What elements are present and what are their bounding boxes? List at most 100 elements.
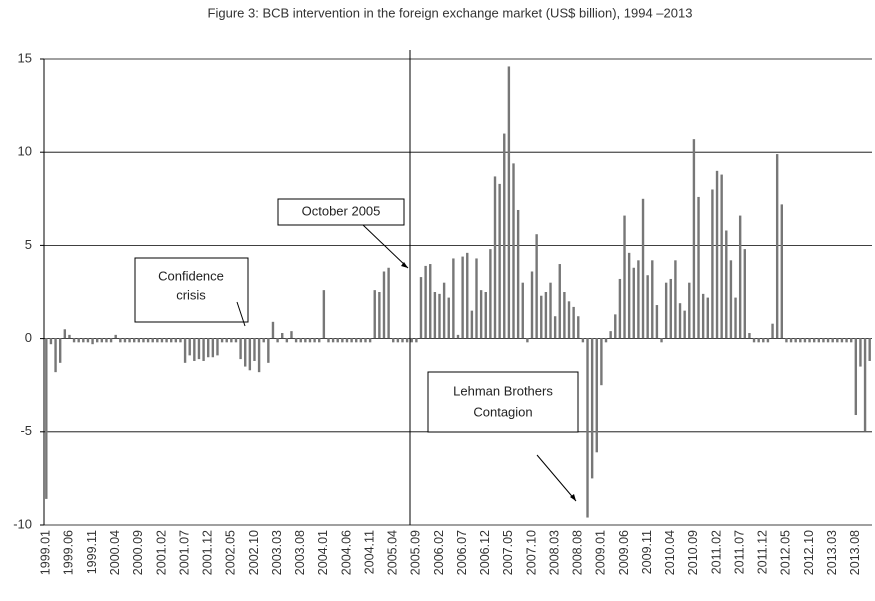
bar bbox=[401, 338, 404, 343]
annotation-text: Contagion bbox=[473, 404, 532, 419]
y-tick-label: 0 bbox=[25, 330, 32, 345]
bar bbox=[452, 258, 455, 339]
annotation-october: October 2005 bbox=[277, 198, 409, 269]
bar bbox=[364, 338, 367, 343]
bar bbox=[526, 338, 529, 343]
bar bbox=[373, 290, 376, 339]
x-tick-label: 2008.03 bbox=[547, 530, 561, 575]
x-tick-label: 2004.11 bbox=[362, 530, 376, 574]
bar bbox=[711, 189, 714, 339]
bar bbox=[109, 338, 113, 343]
bar bbox=[54, 338, 57, 373]
bar bbox=[49, 338, 53, 345]
annotation-box bbox=[427, 371, 579, 433]
bar bbox=[133, 338, 136, 343]
bar bbox=[775, 154, 779, 339]
annotation-text: Lehman Brothers bbox=[453, 383, 553, 398]
bar bbox=[757, 338, 760, 343]
bar bbox=[771, 323, 774, 339]
bar bbox=[447, 297, 450, 339]
bar bbox=[470, 310, 474, 339]
bar bbox=[609, 331, 612, 339]
bar bbox=[294, 338, 298, 343]
x-tick-label: 2011.02 bbox=[709, 530, 723, 574]
bar bbox=[285, 338, 289, 343]
bar bbox=[632, 267, 635, 339]
bar bbox=[715, 170, 719, 339]
annotation-arrow bbox=[362, 224, 409, 269]
bar bbox=[590, 338, 594, 479]
bar bbox=[95, 338, 99, 343]
bar bbox=[262, 338, 265, 343]
bar bbox=[429, 264, 432, 339]
bar bbox=[785, 338, 788, 343]
bar bbox=[479, 290, 483, 339]
bar bbox=[558, 264, 561, 339]
bar bbox=[512, 163, 515, 339]
bar bbox=[105, 338, 108, 343]
bar bbox=[507, 66, 511, 339]
bar bbox=[114, 334, 117, 339]
bar bbox=[627, 252, 631, 339]
bar bbox=[63, 329, 67, 339]
bar bbox=[831, 338, 834, 343]
bar bbox=[225, 338, 228, 343]
bar bbox=[170, 338, 173, 343]
bar bbox=[706, 297, 709, 339]
bar bbox=[119, 338, 122, 343]
bar bbox=[350, 338, 353, 343]
x-tick-label: 1999.06 bbox=[62, 530, 76, 575]
bar bbox=[197, 338, 201, 360]
x-tick-label: 2009.06 bbox=[617, 530, 631, 575]
bar bbox=[475, 258, 478, 339]
bar bbox=[762, 338, 765, 343]
bar bbox=[271, 321, 275, 339]
bar bbox=[419, 277, 423, 339]
bar bbox=[313, 338, 316, 343]
x-tick-label: 2008.08 bbox=[571, 530, 585, 575]
bar bbox=[595, 338, 598, 453]
x-tick-label: 2001.02 bbox=[154, 530, 168, 575]
bar bbox=[725, 230, 728, 339]
annotation-arrow bbox=[536, 454, 577, 502]
bar bbox=[253, 338, 256, 361]
x-tick-label: 2001.12 bbox=[201, 530, 215, 575]
bar bbox=[207, 338, 210, 358]
bar bbox=[318, 338, 321, 343]
bar bbox=[456, 334, 460, 339]
bar bbox=[817, 338, 821, 343]
bar bbox=[160, 338, 164, 343]
x-tick-label: 2002.10 bbox=[247, 530, 261, 575]
bar bbox=[563, 292, 566, 339]
bar bbox=[808, 338, 811, 343]
x-tick-label: 1999.11 bbox=[85, 530, 99, 574]
bar bbox=[355, 338, 358, 343]
bar bbox=[442, 282, 446, 339]
y-tick-label: -5 bbox=[20, 423, 32, 438]
y-tick-label: 15 bbox=[18, 50, 32, 65]
bar bbox=[234, 338, 238, 343]
x-tick-label: 2000.04 bbox=[108, 530, 122, 575]
bar bbox=[267, 338, 270, 363]
bar bbox=[637, 260, 640, 339]
bar bbox=[382, 271, 386, 339]
bar bbox=[276, 338, 279, 343]
bar bbox=[577, 316, 580, 339]
bar bbox=[438, 293, 441, 339]
annotation-arrow bbox=[236, 301, 246, 327]
arrow-head bbox=[401, 262, 408, 268]
x-tick-label: 2002.05 bbox=[224, 530, 238, 575]
bar bbox=[498, 183, 501, 339]
bar bbox=[392, 338, 395, 343]
bar bbox=[345, 338, 349, 343]
y-tick-label: 10 bbox=[18, 144, 32, 159]
bar bbox=[396, 338, 400, 343]
bar bbox=[359, 338, 363, 343]
annotation-text: October 2005 bbox=[302, 203, 381, 218]
bar bbox=[484, 292, 487, 339]
bar bbox=[58, 338, 62, 363]
bar bbox=[202, 338, 205, 361]
bar bbox=[826, 338, 830, 343]
x-tick-label: 2004.06 bbox=[339, 530, 353, 575]
bar bbox=[299, 338, 302, 343]
